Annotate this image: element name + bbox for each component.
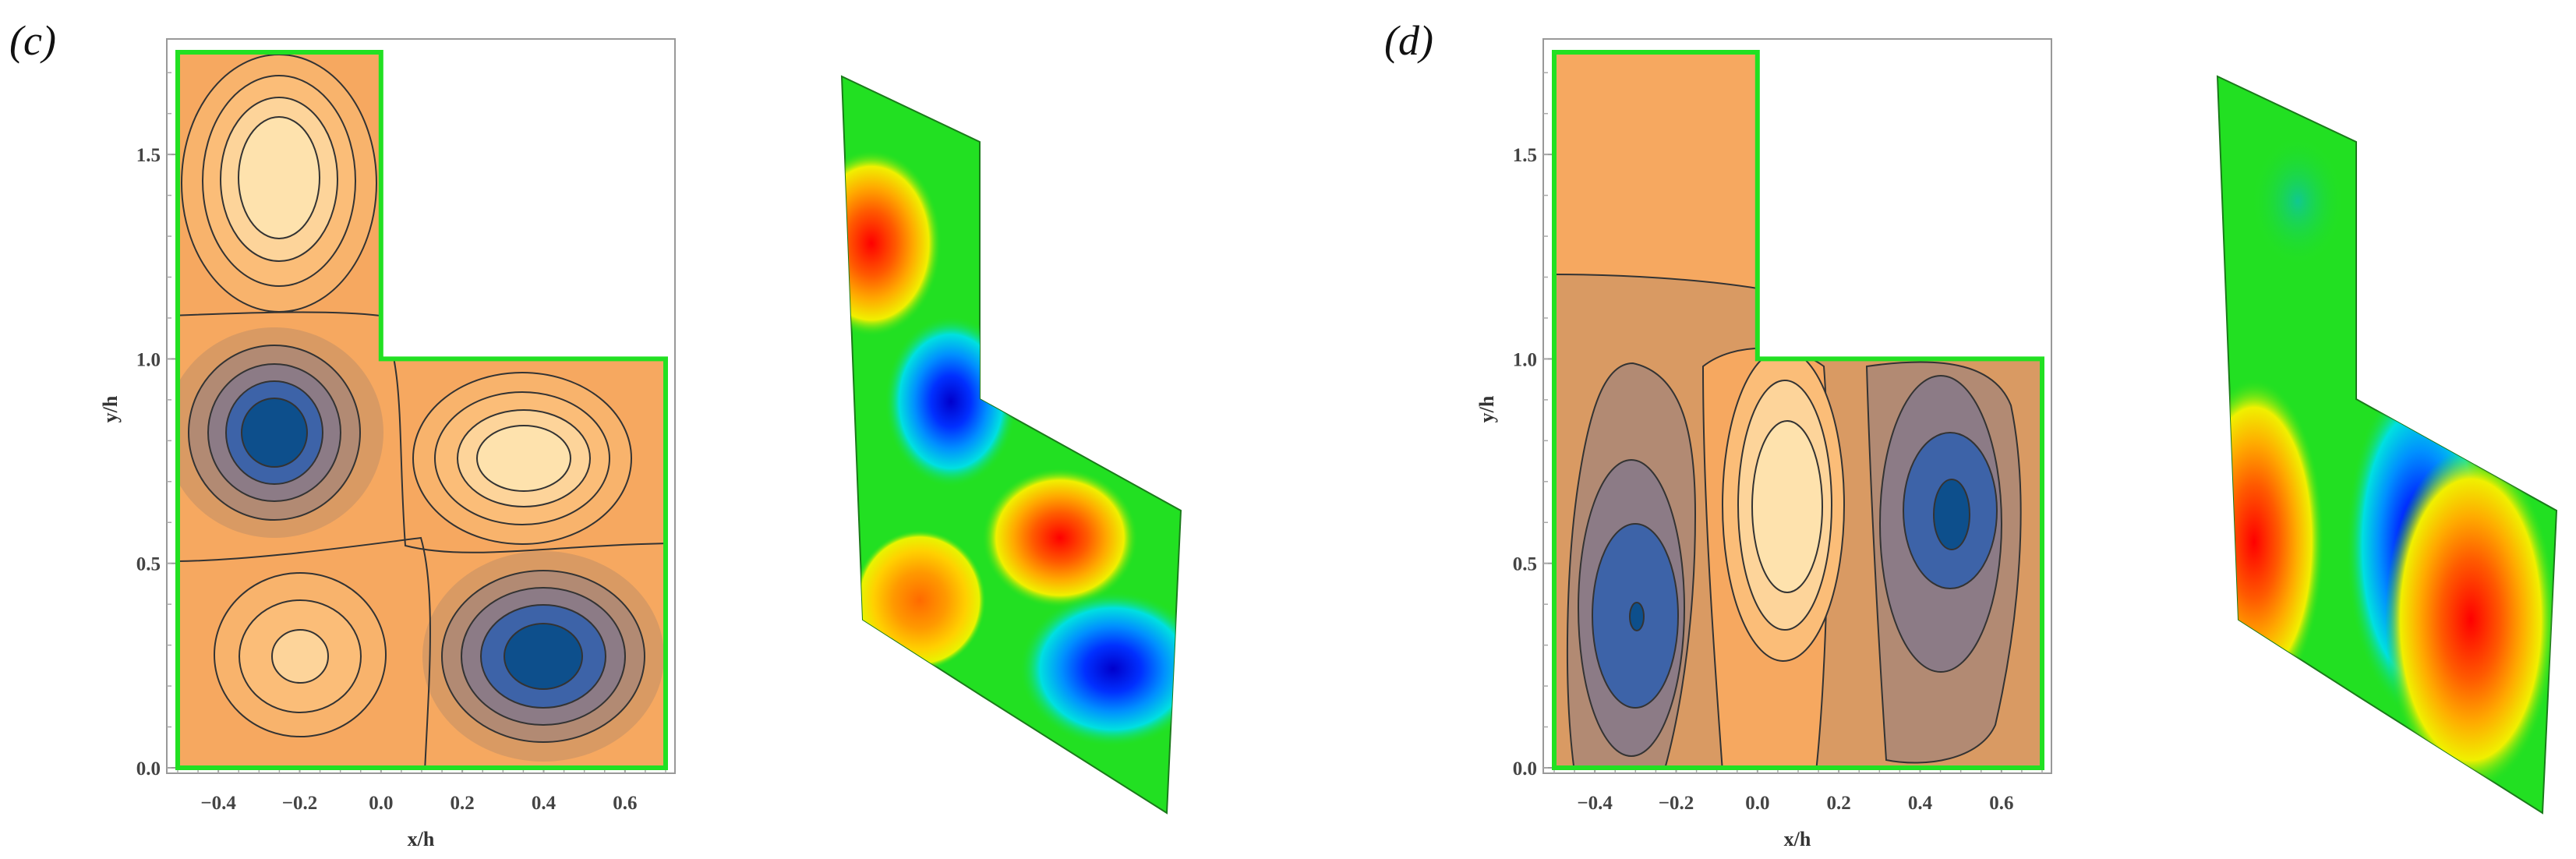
x-tick-label: 0.6 (1989, 793, 2013, 814)
y-tick-label: 0.0 (1513, 758, 1537, 779)
panel-c-xlabel: x/h (408, 828, 435, 850)
panel-d-label: (d) (1384, 17, 1433, 64)
panel-d-ticks: −0.4 −0.2 0.0 0.2 0.4 0.6 0.0 0.5 1.0 1.5 (1513, 72, 2043, 814)
panel-c-field (178, 52, 666, 768)
y-tick-label: 1.0 (136, 349, 161, 370)
panel-c-ticks: −0.4 −0.2 0.0 0.2 0.4 0.6 0.0 0.5 1.0 1.5 (136, 72, 666, 814)
x-tick-label: 0.6 (613, 793, 637, 814)
x-tick-label: 0.4 (1908, 793, 1933, 814)
y-tick-label: 1.5 (136, 145, 161, 166)
panel-c-surface (840, 75, 1182, 815)
y-tick-label: 1.0 (1513, 349, 1537, 370)
x-tick-label: −0.2 (282, 793, 318, 814)
panel-d: (d) −0.4 −0.2 0.0 0.2 0.4 0.6 0.0 0.5 1.0 1.5 x/h… (1384, 17, 2052, 850)
y-tick-label: 1.5 (1513, 145, 1537, 166)
panel-d-surface (2216, 75, 2558, 815)
x-tick-label: 0.0 (1745, 793, 1769, 814)
panel-c-domain-outline (175, 50, 668, 770)
x-tick-label: 0.0 (369, 793, 393, 814)
y-tick-label: 0.5 (136, 554, 161, 575)
panel-d-domain-outline (1552, 50, 2044, 770)
panel-c-label: (c) (9, 17, 56, 64)
panel-d-xlabel: x/h (1784, 828, 1811, 850)
x-tick-label: 0.4 (532, 793, 557, 814)
x-tick-label: −0.4 (1577, 793, 1613, 814)
panel-c: (c) −0.4 −0.2 0.0 0.2 0.4 0.6 0.0 0.5 1.0 1.5 (9, 17, 676, 850)
y-tick-label: 0.0 (136, 758, 161, 779)
y-tick-label: 0.5 (1513, 554, 1537, 575)
x-tick-label: 0.2 (1827, 793, 1851, 814)
panel-c-ylabel: y/h (99, 395, 122, 422)
panel-d-ylabel: y/h (1475, 395, 1498, 422)
x-tick-label: 0.2 (451, 793, 475, 814)
x-tick-label: −0.4 (200, 793, 236, 814)
x-tick-label: −0.2 (1659, 793, 1694, 814)
